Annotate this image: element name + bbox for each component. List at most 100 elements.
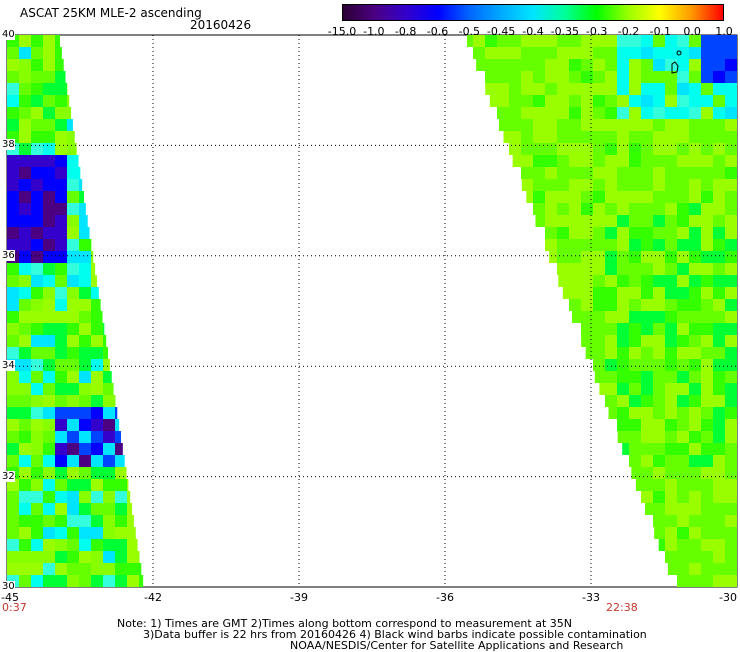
swath-cell [55,59,64,71]
swath-cell [31,371,43,383]
swath-cell [701,431,713,443]
swath-cell [79,299,91,311]
swath-cell [713,251,725,263]
swath-cell [617,215,629,227]
swath-cell [19,395,31,407]
swath-cell [665,443,677,455]
swath-cell [557,131,569,143]
swath-cell [617,251,629,263]
swath-cell [533,143,545,155]
swath-cell [641,251,653,263]
swath-cell [677,239,689,251]
swath-cell [19,59,31,71]
swath-cell [665,371,677,383]
swath-cell [677,479,689,491]
swath-cell [701,215,713,227]
swath-cell [7,539,19,551]
swath-cell [665,539,677,551]
swath-cell [19,347,31,359]
swath-cell [103,563,115,575]
swath-cell [31,551,43,563]
swath-cell [641,95,653,107]
swath-cell [569,215,581,227]
swath-cell [677,575,689,587]
swath-cell [689,383,701,395]
swath-cell [19,467,31,479]
swath-cell [581,263,593,275]
swath-cell [665,515,677,527]
swath-cell [689,95,701,107]
swath-cell [79,503,91,515]
swath-cell [509,95,521,107]
swath-cell [629,371,641,383]
swath-cell [665,455,677,467]
swath-cell [641,407,653,419]
swath-cell [665,383,677,395]
swath-cell [617,287,629,299]
swath-cell [55,503,67,515]
swath-cell [103,527,115,539]
swath-cell [115,503,127,515]
swath-cell [91,395,103,407]
swath-cell [641,347,653,359]
swath-cell [19,203,31,215]
swath-cell [569,239,581,251]
swath-cell [653,383,665,395]
swath-cell [545,131,557,143]
swath-cell [31,143,43,155]
swath-cell [701,107,713,119]
lon-label: -30 [719,591,737,604]
swath-cell [91,503,103,515]
swath-cell [19,407,31,419]
swath-cell [701,191,713,203]
swath-cell [19,83,31,95]
swath-cell [725,491,737,503]
swath-cell [617,107,629,119]
swath-cell [31,347,43,359]
swath-cell [713,407,725,419]
swath-cell [19,575,31,587]
swath-cell [43,191,55,203]
swath-cell [103,359,110,371]
swath-cell [79,551,91,563]
swath-cell [569,59,581,71]
swath-cell [701,119,713,131]
swath-cell [629,83,641,95]
swath-cell [677,107,689,119]
swath-cell [7,47,19,59]
swath-cell [31,539,43,551]
swath-cell [605,263,617,275]
swath-cell [79,287,91,299]
swath-cell [115,467,127,479]
swath-cell [605,143,617,155]
swath-cell [79,407,91,419]
swath-cell [7,431,19,443]
swath-cell [79,167,80,179]
swath-cell [7,383,19,395]
swath-cell [569,107,581,119]
swath-cell [31,431,43,443]
swath-cell [605,215,617,227]
lon-label: -39 [290,591,308,604]
swath-cell [31,443,43,455]
swath-cell [713,203,725,215]
swath-cell [7,203,19,215]
lon-label: -33 [582,591,600,604]
swath-cell [115,419,119,431]
swath-cell [713,527,725,539]
swath-cell [653,143,665,155]
swath-cell [79,455,91,467]
swath-cell [581,275,593,287]
swath-cell [533,191,545,203]
swath-cell [31,191,43,203]
swath-cell [7,179,19,191]
swath-cell [677,539,689,551]
swath-cell [713,575,725,587]
swath-cell [593,95,605,107]
swath-cell [43,419,55,431]
swath-cell [127,491,130,503]
swath-cell [55,527,67,539]
swath-cell [725,239,737,251]
swath-cell [569,263,581,275]
swath-cell [19,179,31,191]
